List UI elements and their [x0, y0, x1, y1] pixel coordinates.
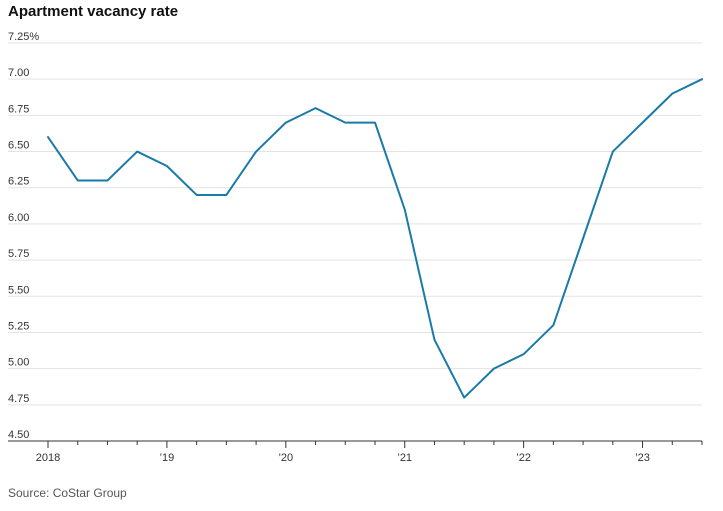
data-point	[642, 122, 644, 124]
data-point	[552, 324, 554, 326]
y-tick-label: 5.25	[8, 320, 29, 332]
gridlines	[8, 42, 702, 406]
data-point	[47, 136, 49, 138]
y-tick-label: 6.50	[8, 140, 29, 152]
y-tick-label: 6.00	[8, 212, 29, 224]
series-line	[47, 78, 703, 399]
data-point	[671, 93, 673, 95]
y-tick-label: 4.50	[8, 429, 29, 441]
data-point	[612, 151, 614, 153]
data-point	[344, 122, 346, 124]
series-group	[47, 78, 703, 399]
data-point	[493, 368, 495, 370]
x-tick-label: ’19	[160, 452, 175, 464]
x-tick-label: ’21	[397, 452, 412, 464]
data-point	[285, 122, 287, 124]
y-tick-label: 5.00	[8, 357, 29, 369]
data-point	[77, 179, 79, 181]
data-point	[106, 179, 108, 181]
y-tick-label: 4.75	[8, 393, 29, 405]
data-point	[523, 353, 525, 355]
y-tick-label: 7.00	[8, 67, 29, 79]
data-point	[463, 397, 465, 399]
y-tick-label: 5.75	[8, 248, 29, 260]
data-point	[433, 339, 435, 341]
y-axis-ticks: 4.50 4.75 5.00 5.25 5.50 5.75 6.00 6.25 6.50 6.75…	[8, 31, 39, 441]
x-axis-ticks: 2018 ’19 ’20 ’21 ’22 ’23	[36, 452, 650, 464]
chart-title: Apartment vacancy rate	[8, 3, 179, 20]
data-point	[315, 107, 317, 109]
data-point	[136, 151, 138, 153]
x-tick-label: ’20	[278, 452, 293, 464]
data-point	[166, 165, 168, 167]
data-point	[374, 122, 376, 124]
data-point	[701, 78, 703, 80]
x-tick-label: ’23	[635, 452, 650, 464]
x-tick-label: ’22	[516, 452, 531, 464]
data-point	[255, 151, 257, 153]
source-note: Source: CoStar Group	[8, 486, 127, 500]
data-point	[582, 237, 584, 239]
y-tick-label: 5.50	[8, 284, 29, 296]
y-tick-label: 6.25	[8, 176, 29, 188]
y-tick-label: 7.25%	[8, 31, 39, 43]
x-tick-label: 2018	[36, 452, 60, 464]
data-point	[196, 194, 198, 196]
x-axis	[8, 440, 703, 448]
data-point	[404, 208, 406, 210]
y-tick-label: 6.75	[8, 103, 29, 115]
data-point	[225, 194, 227, 196]
